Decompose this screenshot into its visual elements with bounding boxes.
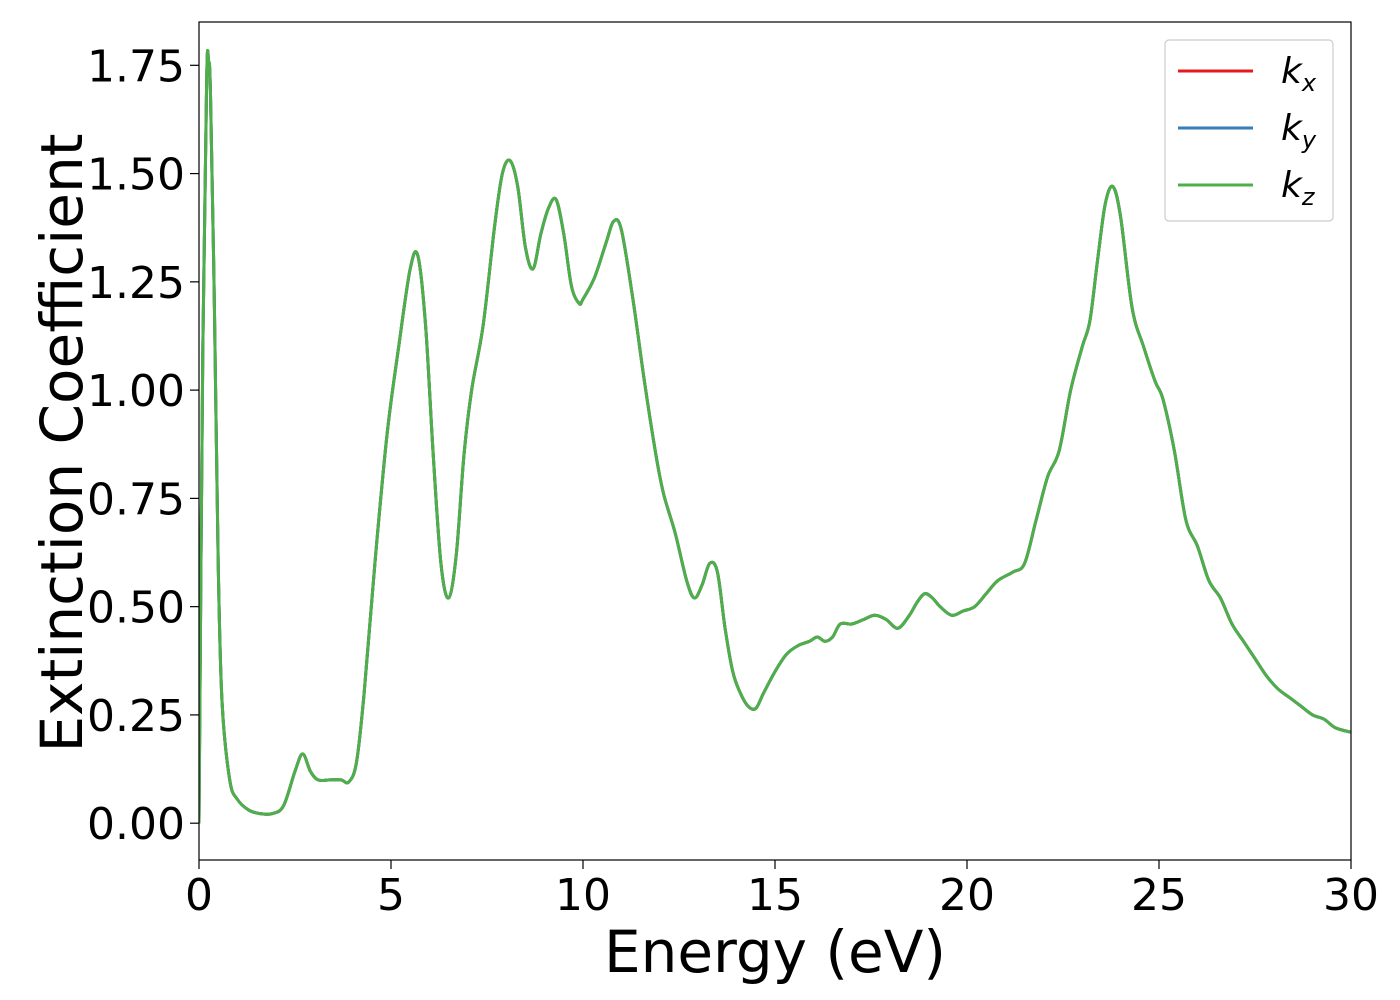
legend-label: kz <box>1281 165 1316 211</box>
x-tick-label: 20 <box>939 870 995 921</box>
x-tick-label: 30 <box>1323 870 1379 921</box>
x-axis-ticks: 0 5 10 15 20 25 30 <box>185 860 1379 921</box>
x-tick-label: 25 <box>1131 870 1187 921</box>
legend-label: kx <box>1281 51 1317 97</box>
legend: kx ky kz <box>1164 39 1334 222</box>
y-axis-ticks: 0.00 0.25 0.50 0.75 1.00 1.25 1.50 1.75 <box>87 41 199 850</box>
x-tick-label: 10 <box>555 870 611 921</box>
y-tick-label: 1.75 <box>87 41 185 92</box>
y-tick-label: 1.00 <box>87 366 185 417</box>
legend-label: ky <box>1281 108 1317 154</box>
y-tick-label: 0.50 <box>87 583 185 634</box>
y-axis-label: Extinction Coefficient <box>28 134 96 753</box>
series-layer <box>199 49 1351 824</box>
x-tick-label: 15 <box>747 870 803 921</box>
y-tick-label: 0.75 <box>87 474 185 525</box>
x-axis-label: Energy (eV) <box>604 918 946 986</box>
y-tick-label: 1.25 <box>87 258 185 309</box>
y-tick-label: 0.00 <box>87 799 185 850</box>
y-tick-label: 0.25 <box>87 691 185 742</box>
legend-box <box>1164 39 1334 222</box>
y-tick-label: 1.50 <box>87 150 185 201</box>
series-line-kz <box>199 49 1351 824</box>
x-tick-label: 5 <box>377 870 405 921</box>
x-tick-label: 0 <box>185 870 213 921</box>
